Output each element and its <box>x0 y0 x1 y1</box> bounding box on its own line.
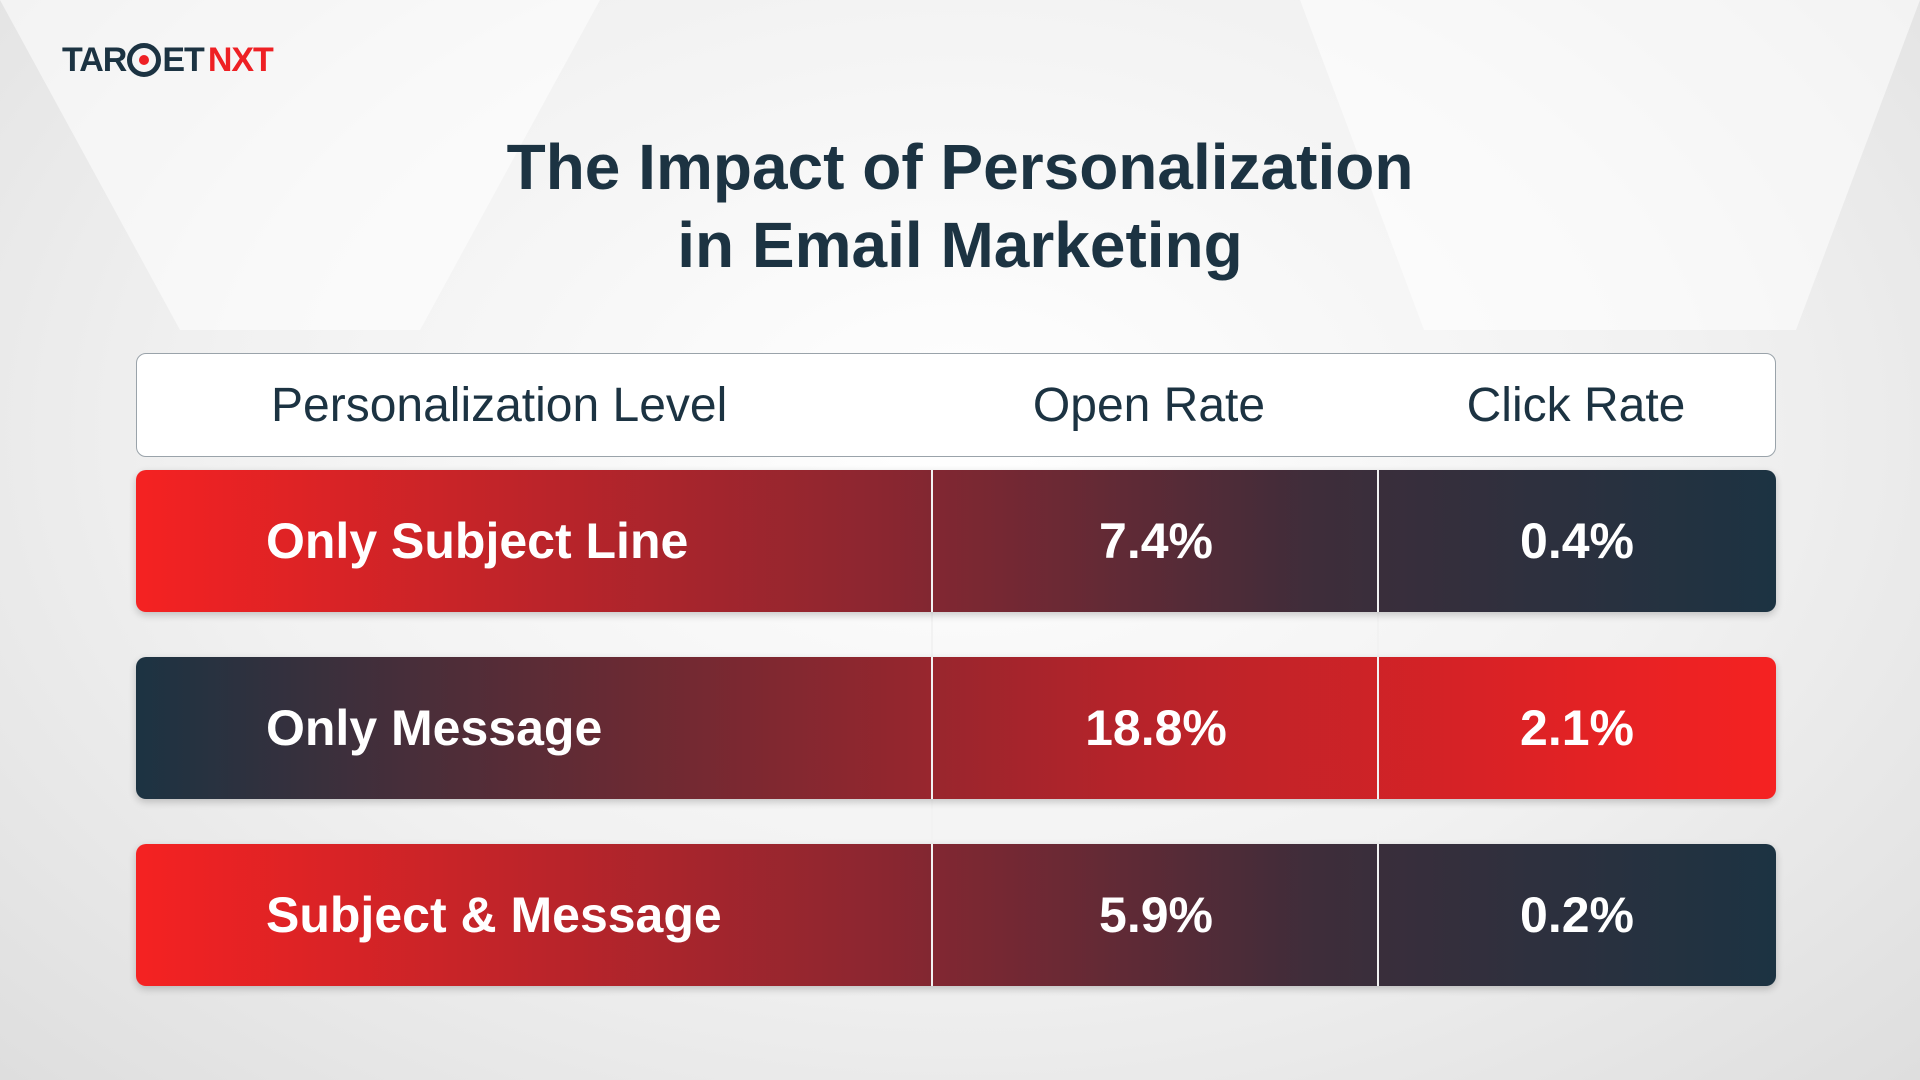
header-open-rate: Open Rate <box>1032 378 1266 432</box>
title-line-1: The Impact of Personalization <box>506 131 1414 203</box>
logo-text: ET <box>162 40 204 79</box>
table-row: Only Subject Line 7.4% 0.4% <box>136 470 1776 612</box>
click-rate-cell: 2.1% <box>1520 700 1634 756</box>
level-cell: Subject & Message <box>266 887 722 943</box>
click-rate-cell: 0.4% <box>1520 513 1634 569</box>
background-shape <box>1300 0 1920 330</box>
logo-text: TAR <box>62 40 127 79</box>
open-rate-cell: 7.4% <box>1099 513 1213 569</box>
table-row: Only Message 18.8% 2.1% <box>136 657 1776 799</box>
open-rate-cell: 18.8% <box>1085 700 1227 756</box>
open-rate-cell: 5.9% <box>1099 887 1213 943</box>
page-title: The Impact of Personalization in Email M… <box>0 128 1920 284</box>
target-icon <box>127 43 162 77</box>
click-rate-cell: 0.2% <box>1520 887 1634 943</box>
logo-text-accent: NXT <box>207 40 274 79</box>
table-row: Subject & Message 5.9% 0.2% <box>136 844 1776 986</box>
table-header: Personalization Level Open Rate Click Ra… <box>136 353 1776 457</box>
header-click-rate: Click Rate <box>1466 378 1686 432</box>
logo: TAR ET NXT <box>62 38 274 82</box>
level-cell: Only Subject Line <box>266 513 689 569</box>
level-cell: Only Message <box>266 700 603 756</box>
title-line-2: in Email Marketing <box>677 209 1243 281</box>
header-level: Personalization Level <box>271 378 728 432</box>
